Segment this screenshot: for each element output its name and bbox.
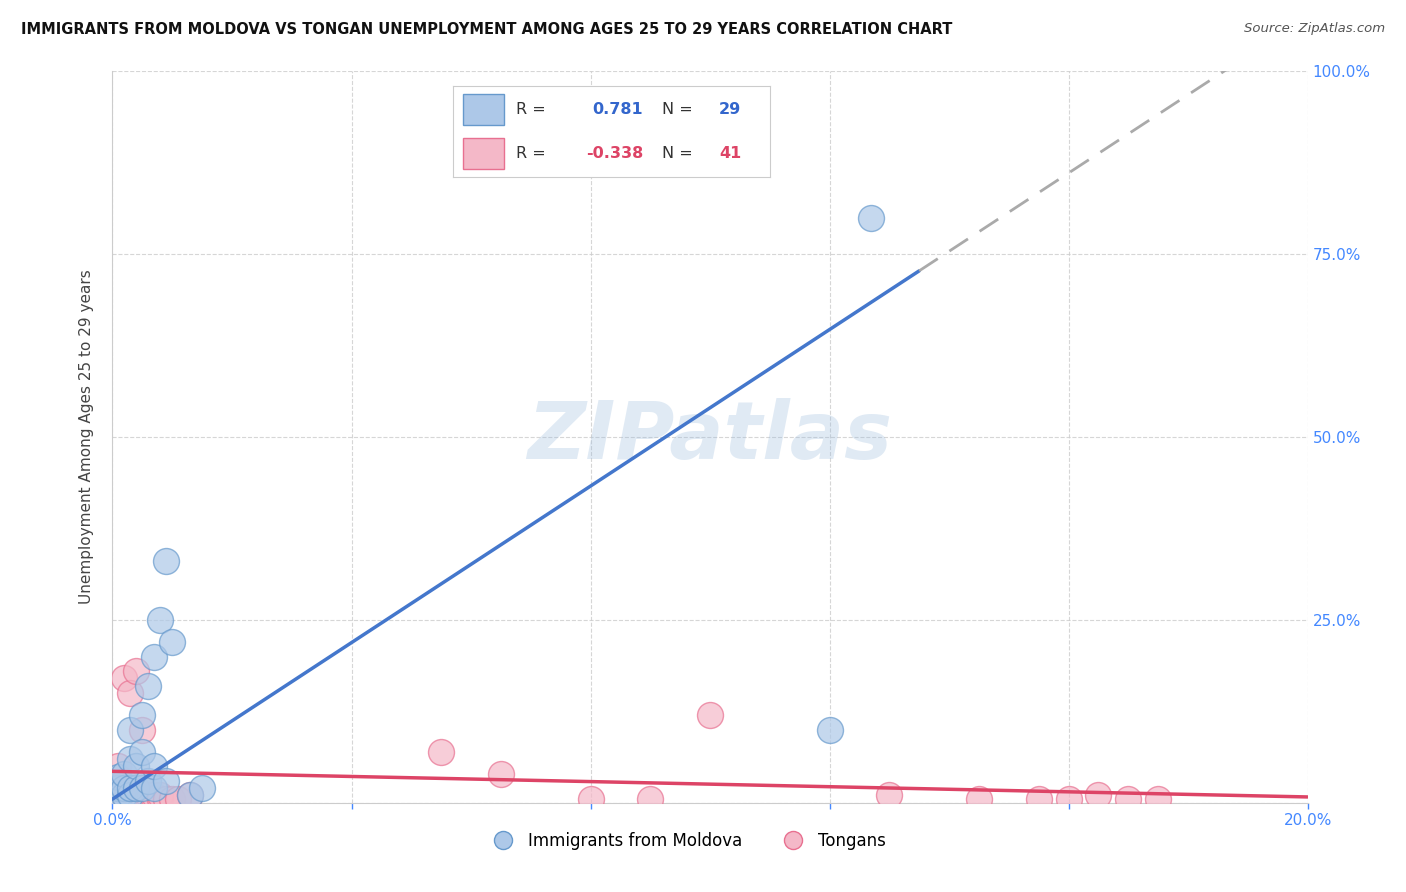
- Point: [120, 789, 142, 803]
- Point: [120, 781, 142, 796]
- Point: [179, 789, 201, 803]
- Point: [579, 792, 602, 806]
- Point: [818, 723, 841, 737]
- Point: [1087, 789, 1109, 803]
- Point: [167, 792, 190, 806]
- Point: [430, 745, 453, 759]
- Point: [107, 792, 129, 806]
- Point: [191, 781, 214, 796]
- Point: [149, 613, 172, 627]
- Text: ZIPatlas: ZIPatlas: [527, 398, 893, 476]
- Point: [120, 686, 142, 700]
- Point: [125, 792, 148, 806]
- Point: [114, 789, 135, 803]
- Point: [131, 723, 153, 737]
- Point: [162, 792, 183, 806]
- Point: [699, 708, 721, 723]
- Point: [114, 781, 135, 796]
- Point: [162, 635, 183, 649]
- Point: [120, 723, 142, 737]
- Point: [114, 672, 135, 686]
- Point: [143, 792, 166, 806]
- Point: [120, 792, 142, 806]
- Point: [179, 789, 201, 803]
- Y-axis label: Unemployment Among Ages 25 to 29 years: Unemployment Among Ages 25 to 29 years: [79, 269, 94, 605]
- Point: [107, 785, 129, 799]
- Point: [149, 789, 172, 803]
- Point: [640, 792, 662, 806]
- Point: [155, 792, 177, 806]
- Point: [131, 781, 153, 796]
- Text: IMMIGRANTS FROM MOLDOVA VS TONGAN UNEMPLOYMENT AMONG AGES 25 TO 29 YEARS CORRELA: IMMIGRANTS FROM MOLDOVA VS TONGAN UNEMPL…: [21, 22, 952, 37]
- Point: [138, 792, 160, 806]
- Point: [138, 789, 160, 803]
- Point: [107, 789, 129, 803]
- Point: [860, 211, 883, 225]
- Point: [120, 781, 142, 796]
- Point: [143, 649, 166, 664]
- Point: [967, 792, 990, 806]
- Point: [138, 679, 160, 693]
- Point: [1118, 792, 1140, 806]
- Point: [125, 759, 148, 773]
- Point: [107, 789, 129, 803]
- Point: [155, 773, 177, 788]
- Point: [131, 708, 153, 723]
- Point: [125, 781, 148, 796]
- Point: [114, 789, 135, 803]
- Point: [107, 781, 129, 796]
- Point: [107, 759, 129, 773]
- Point: [107, 792, 129, 806]
- Point: [125, 789, 148, 803]
- Text: Source: ZipAtlas.com: Source: ZipAtlas.com: [1244, 22, 1385, 36]
- Point: [131, 745, 153, 759]
- Point: [1028, 792, 1050, 806]
- Point: [1057, 792, 1080, 806]
- Point: [489, 766, 512, 780]
- Point: [114, 766, 135, 780]
- Point: [125, 664, 148, 678]
- Point: [131, 789, 153, 803]
- Point: [114, 773, 135, 788]
- Point: [120, 789, 142, 803]
- Point: [143, 759, 166, 773]
- Point: [155, 554, 177, 568]
- Legend: Immigrants from Moldova, Tongans: Immigrants from Moldova, Tongans: [479, 825, 893, 856]
- Point: [131, 781, 153, 796]
- Point: [138, 773, 160, 788]
- Point: [107, 770, 129, 784]
- Point: [879, 789, 901, 803]
- Point: [1147, 792, 1170, 806]
- Point: [143, 789, 166, 803]
- Point: [143, 781, 166, 796]
- Point: [120, 752, 142, 766]
- Point: [149, 792, 172, 806]
- Point: [114, 781, 135, 796]
- Point: [107, 781, 129, 796]
